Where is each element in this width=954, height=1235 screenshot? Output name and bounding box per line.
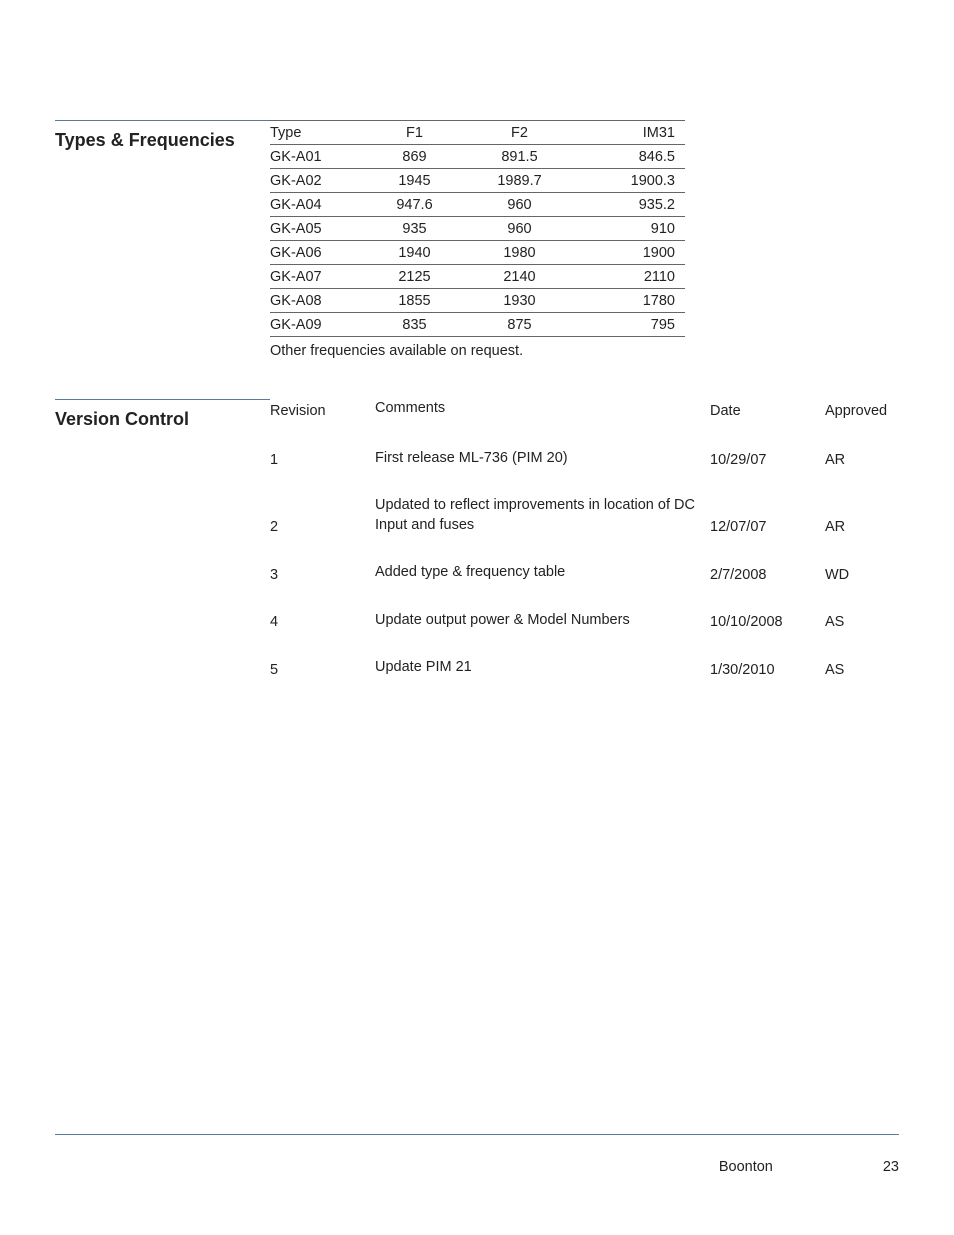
table-cell: 1780	[575, 289, 685, 313]
table-cell: 910	[575, 217, 685, 241]
cell-date: 10/10/2008	[710, 611, 825, 659]
table-row: GK-A04947.6960935.2	[270, 193, 685, 217]
table-cell: 1980	[470, 241, 575, 265]
table-cell: 1855	[365, 289, 470, 313]
cell-approved: AR	[825, 496, 895, 563]
table-cell: 875	[470, 313, 575, 337]
heading-frequencies: Types & Frequencies	[55, 120, 270, 152]
table-row: 5Update PIM 211/30/2010AS	[270, 658, 895, 706]
table-cell: GK-A04	[270, 193, 365, 217]
table-row: GK-A08185519301780	[270, 289, 685, 313]
table-cell: 1900	[575, 241, 685, 265]
table-cell: 1930	[470, 289, 575, 313]
footer-rule	[55, 1134, 899, 1135]
cell-comments: Update PIM 21	[375, 658, 710, 706]
cell-comments: Added type & frequency table	[375, 563, 710, 611]
table-row: GK-A0219451989.71900.3	[270, 169, 685, 193]
version-control-table: Revision Comments Date Approved 1First r…	[270, 399, 895, 706]
cell-revision: 4	[270, 611, 375, 659]
table-cell: GK-A02	[270, 169, 365, 193]
version-control-body: Revision Comments Date Approved 1First r…	[270, 399, 899, 706]
table-cell: 1940	[365, 241, 470, 265]
table-cell: GK-A08	[270, 289, 365, 313]
cell-comments: First release ML-736 (PIM 20)	[375, 449, 710, 497]
table-cell: GK-A01	[270, 145, 365, 169]
table-cell: 795	[575, 313, 685, 337]
heading-version-control: Version Control	[55, 399, 270, 431]
col-header-date: Date	[710, 399, 825, 449]
table-cell: 2140	[470, 265, 575, 289]
table-cell: 1900.3	[575, 169, 685, 193]
table-cell: 846.5	[575, 145, 685, 169]
col-header-comments: Comments	[375, 399, 710, 449]
table-cell: GK-A09	[270, 313, 365, 337]
cell-approved: WD	[825, 563, 895, 611]
col-header-f2: F2	[470, 121, 575, 145]
cell-date: 2/7/2008	[710, 563, 825, 611]
frequencies-tbody: GK-A01869891.5846.5GK-A0219451989.71900.…	[270, 145, 685, 337]
frequencies-header-row: Type F1 F2 IM31	[270, 121, 685, 145]
cell-revision: 5	[270, 658, 375, 706]
footer-brand: Boonton	[719, 1159, 773, 1175]
col-header-f1: F1	[365, 121, 470, 145]
table-cell: 891.5	[470, 145, 575, 169]
table-row: GK-A01869891.5846.5	[270, 145, 685, 169]
table-row: GK-A05935960910	[270, 217, 685, 241]
cell-approved: AS	[825, 611, 895, 659]
cell-date: 1/30/2010	[710, 658, 825, 706]
cell-comments: Updated to reflect improvements in locat…	[375, 496, 710, 563]
table-cell: 869	[365, 145, 470, 169]
table-cell: 960	[470, 193, 575, 217]
cell-approved: AS	[825, 658, 895, 706]
table-cell: 947.6	[365, 193, 470, 217]
vc-header-row: Revision Comments Date Approved	[270, 399, 895, 449]
table-cell: 2125	[365, 265, 470, 289]
col-header-revision: Revision	[270, 399, 375, 449]
table-cell: GK-A07	[270, 265, 365, 289]
table-row: 2Updated to reflect improvements in loca…	[270, 496, 895, 563]
table-row: GK-A06194019801900	[270, 241, 685, 265]
cell-date: 10/29/07	[710, 449, 825, 497]
table-row: GK-A09835875795	[270, 313, 685, 337]
table-cell: 835	[365, 313, 470, 337]
table-row: 3Added type & frequency table2/7/2008WD	[270, 563, 895, 611]
cell-revision: 1	[270, 449, 375, 497]
page-footer: Boonton 23	[55, 1159, 899, 1175]
cell-comments: Update output power & Model Numbers	[375, 611, 710, 659]
cell-approved: AR	[825, 449, 895, 497]
col-header-im31: IM31	[575, 121, 685, 145]
vc-tbody: 1First release ML-736 (PIM 20)10/29/07AR…	[270, 449, 895, 706]
section-frequencies: Types & Frequencies Type F1 F2 IM31 GK-A…	[55, 120, 899, 359]
table-cell: 1989.7	[470, 169, 575, 193]
table-cell: GK-A05	[270, 217, 365, 241]
document-page: Types & Frequencies Type F1 F2 IM31 GK-A…	[0, 0, 954, 1235]
table-cell: 960	[470, 217, 575, 241]
table-cell: 2110	[575, 265, 685, 289]
col-header-approved: Approved	[825, 399, 895, 449]
cell-date: 12/07/07	[710, 496, 825, 563]
frequencies-body: Type F1 F2 IM31 GK-A01869891.5846.5GK-A0…	[270, 120, 899, 359]
table-row: 4Update output power & Model Numbers10/1…	[270, 611, 895, 659]
col-header-type: Type	[270, 121, 365, 145]
cell-revision: 2	[270, 496, 375, 563]
frequencies-table: Type F1 F2 IM31 GK-A01869891.5846.5GK-A0…	[270, 120, 685, 337]
section-version-control: Version Control Revision Comments Date A…	[55, 399, 899, 706]
table-cell: 935	[365, 217, 470, 241]
table-cell: GK-A06	[270, 241, 365, 265]
frequencies-note: Other frequencies available on request.	[270, 343, 899, 359]
table-cell: 935.2	[575, 193, 685, 217]
table-row: 1First release ML-736 (PIM 20)10/29/07AR	[270, 449, 895, 497]
footer-page-number: 23	[883, 1159, 899, 1175]
cell-revision: 3	[270, 563, 375, 611]
table-row: GK-A07212521402110	[270, 265, 685, 289]
table-cell: 1945	[365, 169, 470, 193]
